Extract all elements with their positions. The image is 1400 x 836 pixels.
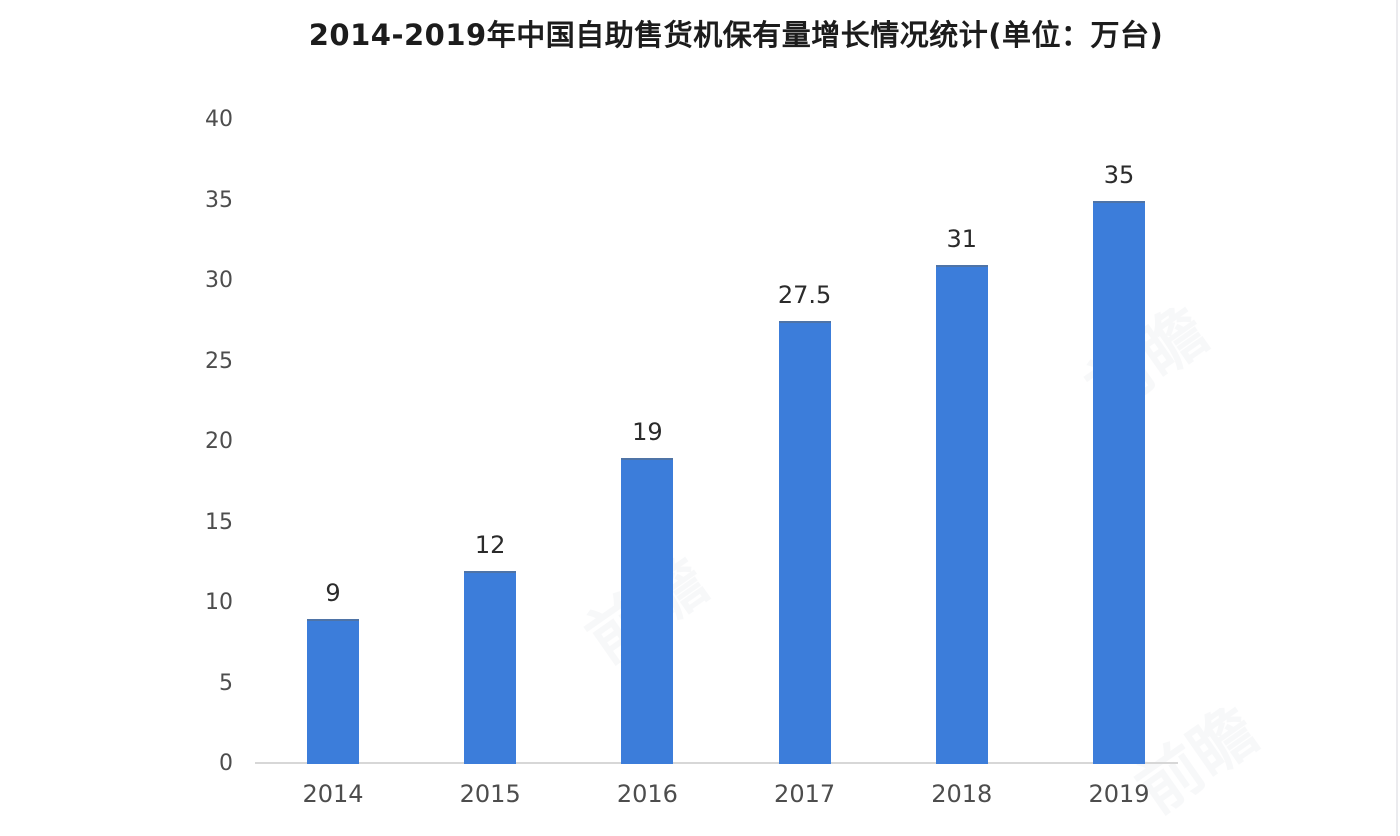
chart-title: 2014-2019年中国自助售货机保有量增长情况统计(单位：万台): [308, 18, 1164, 52]
y-tick-label: 10: [205, 590, 233, 615]
y-tick-label: 20: [205, 429, 233, 454]
data-label-2017: 27.5: [777, 281, 832, 310]
image-right-edge-line: [1396, 0, 1398, 836]
x-tick-label-2019: 2019: [1088, 780, 1150, 808]
bar-2019: [1093, 200, 1145, 764]
bar-2018: [935, 264, 988, 764]
y-tick-label: 0: [219, 751, 233, 776]
data-label-2016: 19: [632, 418, 663, 447]
y-tick-label: 35: [205, 187, 233, 213]
bar-2015: [464, 570, 517, 764]
y-tick-label: 15: [205, 509, 233, 535]
bar-2017: [778, 321, 831, 764]
x-tick-label-2016: 2016: [616, 780, 678, 808]
data-label-2019: 35: [1103, 160, 1135, 189]
x-tick-label-2014: 2014: [302, 780, 364, 808]
data-label-2018: 31: [946, 224, 978, 253]
y-tick-label: 25: [205, 348, 233, 374]
x-tick-label-2017: 2017: [774, 780, 836, 808]
y-tick-label: 40: [205, 107, 233, 132]
x-tick-label-2018: 2018: [931, 780, 993, 808]
bar-2016: [621, 458, 674, 764]
bar-2014: [307, 619, 359, 764]
x-tick-label-2015: 2015: [459, 780, 521, 808]
y-tick-label: 30: [205, 268, 233, 293]
x-axis-line: [255, 762, 1178, 764]
data-label-2014: 9: [325, 579, 341, 608]
y-tick-label: 5: [219, 670, 233, 696]
data-label-2015: 12: [474, 530, 506, 559]
